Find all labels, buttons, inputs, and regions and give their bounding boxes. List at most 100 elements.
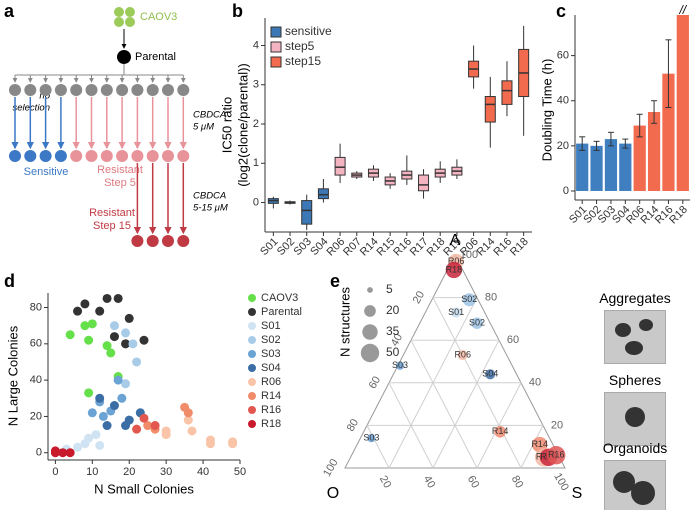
point	[109, 332, 119, 342]
legend-swatch	[270, 26, 282, 38]
cell	[131, 150, 144, 162]
y-tick-label: 80	[30, 301, 42, 313]
legend-size	[367, 287, 373, 293]
point	[95, 440, 105, 450]
x-tick-label: 30	[160, 466, 172, 478]
x-tick-label: 20	[123, 466, 135, 478]
y-tick-label: 40	[557, 95, 569, 107]
grid-line	[520, 425, 544, 469]
point	[228, 439, 238, 449]
point	[132, 424, 142, 434]
point	[124, 415, 134, 425]
point-label: S01	[448, 307, 464, 317]
y-tick-label: 60	[30, 338, 42, 350]
point	[84, 388, 94, 398]
bar	[576, 143, 589, 191]
legend-label: step5	[285, 39, 315, 53]
cell	[116, 150, 129, 162]
box	[484, 96, 496, 123]
bar	[590, 145, 603, 191]
y-tick-label: 0	[563, 185, 569, 197]
point	[87, 408, 97, 418]
legend-label: S04	[261, 362, 281, 374]
point	[73, 306, 83, 316]
cell	[162, 150, 174, 162]
cell	[24, 84, 37, 96]
image-label: Aggregates	[599, 290, 671, 306]
legend-size	[360, 343, 380, 363]
point-label: S04	[482, 369, 498, 379]
cell	[146, 150, 159, 162]
grid-line	[476, 382, 522, 469]
point-label: S03	[392, 360, 408, 370]
bar	[604, 139, 618, 191]
axis-label: A	[450, 232, 461, 249]
point	[80, 299, 90, 309]
legend-size	[362, 324, 378, 340]
point	[73, 442, 83, 452]
cell	[70, 84, 83, 96]
point-label: R06	[454, 349, 471, 359]
group-label: Resistant	[89, 207, 135, 219]
legend-swatch	[248, 322, 256, 330]
point	[183, 408, 193, 418]
annotation: //	[678, 3, 687, 17]
y-tick-label: 2	[253, 118, 259, 130]
point	[471, 317, 483, 329]
box	[501, 80, 513, 105]
point	[113, 375, 123, 385]
group-label: Resistant	[97, 164, 143, 176]
legend-label: R06	[261, 376, 281, 388]
cell	[131, 84, 144, 96]
tick-label: 100	[321, 457, 341, 479]
legend-label: Parental	[261, 306, 302, 318]
bar	[662, 73, 675, 191]
note: CBDCA	[193, 191, 226, 202]
y-tick-label: 1	[253, 157, 259, 169]
y-tick-label: 20	[557, 140, 569, 152]
grid-line	[366, 425, 390, 469]
box	[418, 174, 430, 192]
note: no	[39, 91, 50, 102]
y-axis-label: N Large Colonies	[5, 325, 20, 426]
point	[150, 421, 160, 431]
point	[98, 411, 108, 421]
point-label: R06	[448, 256, 465, 266]
bar	[676, 15, 689, 191]
x-tick-label: R18	[508, 236, 531, 259]
box	[301, 200, 313, 225]
tick-label: 40	[389, 332, 406, 349]
cell	[116, 84, 129, 96]
legend-label: 50	[386, 345, 400, 359]
panel-label: e	[330, 271, 340, 291]
cell	[54, 150, 67, 162]
point	[102, 341, 112, 351]
point-label: R16	[548, 450, 565, 460]
cell	[39, 150, 52, 162]
grid-line	[432, 339, 500, 469]
x-tick-label: 0	[52, 466, 58, 478]
y-axis-label: Doubling Time (h)	[539, 59, 554, 162]
group-label: Step 5	[104, 177, 136, 189]
cell	[131, 235, 144, 247]
box	[317, 188, 329, 200]
cell	[100, 150, 113, 162]
point-label: R18	[446, 264, 463, 274]
tick-label: 20	[377, 474, 394, 491]
point	[451, 307, 462, 318]
point	[80, 321, 90, 331]
point	[58, 448, 68, 458]
point	[117, 393, 127, 403]
tick-label: 60	[367, 374, 384, 391]
cell	[9, 84, 21, 96]
cell	[85, 150, 98, 162]
y-tick-label: 20	[30, 410, 42, 422]
cell	[146, 235, 159, 247]
legend-swatch	[248, 336, 256, 344]
tick-label: 60	[507, 334, 519, 346]
y-tick-label: 0	[253, 196, 259, 208]
cell	[146, 84, 159, 96]
y-tick-label: 4	[253, 39, 259, 51]
tick-label: 20	[551, 419, 563, 431]
triangle	[344, 253, 566, 469]
